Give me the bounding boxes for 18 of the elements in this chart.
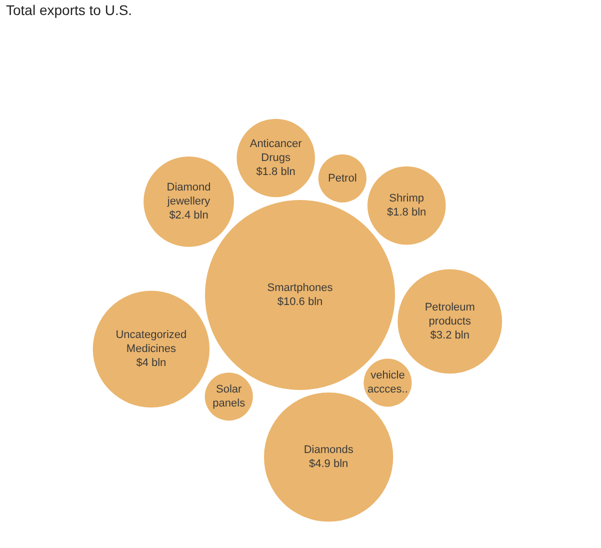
data-label: $3.2 bln [430, 329, 470, 342]
data-label: $2.4 bln [169, 210, 208, 222]
data-label: $4 bln [136, 357, 166, 370]
data-label: $1.8 bln [256, 166, 296, 178]
data-label: $4.9 bln [309, 458, 348, 470]
data-label: $10.6 bln [277, 296, 323, 308]
category-label: Petrol [328, 172, 357, 184]
data-label: $1.8 bln [387, 206, 426, 219]
category-label: vehicle accces.. [368, 370, 408, 396]
category-label: Diamond jewellery [166, 182, 211, 208]
category-label: Petroleum products [424, 301, 475, 328]
category-label: Anticancer Drugs [250, 138, 302, 164]
category-label: Smartphones [267, 282, 334, 294]
category-label: Shrimp [389, 192, 424, 205]
text: Total exports to U.S. [6, 2, 132, 18]
category-label: Solar panels [212, 384, 246, 410]
category-label: Diamonds [304, 444, 354, 456]
category-label: Uncategorized Medicines [116, 329, 187, 356]
